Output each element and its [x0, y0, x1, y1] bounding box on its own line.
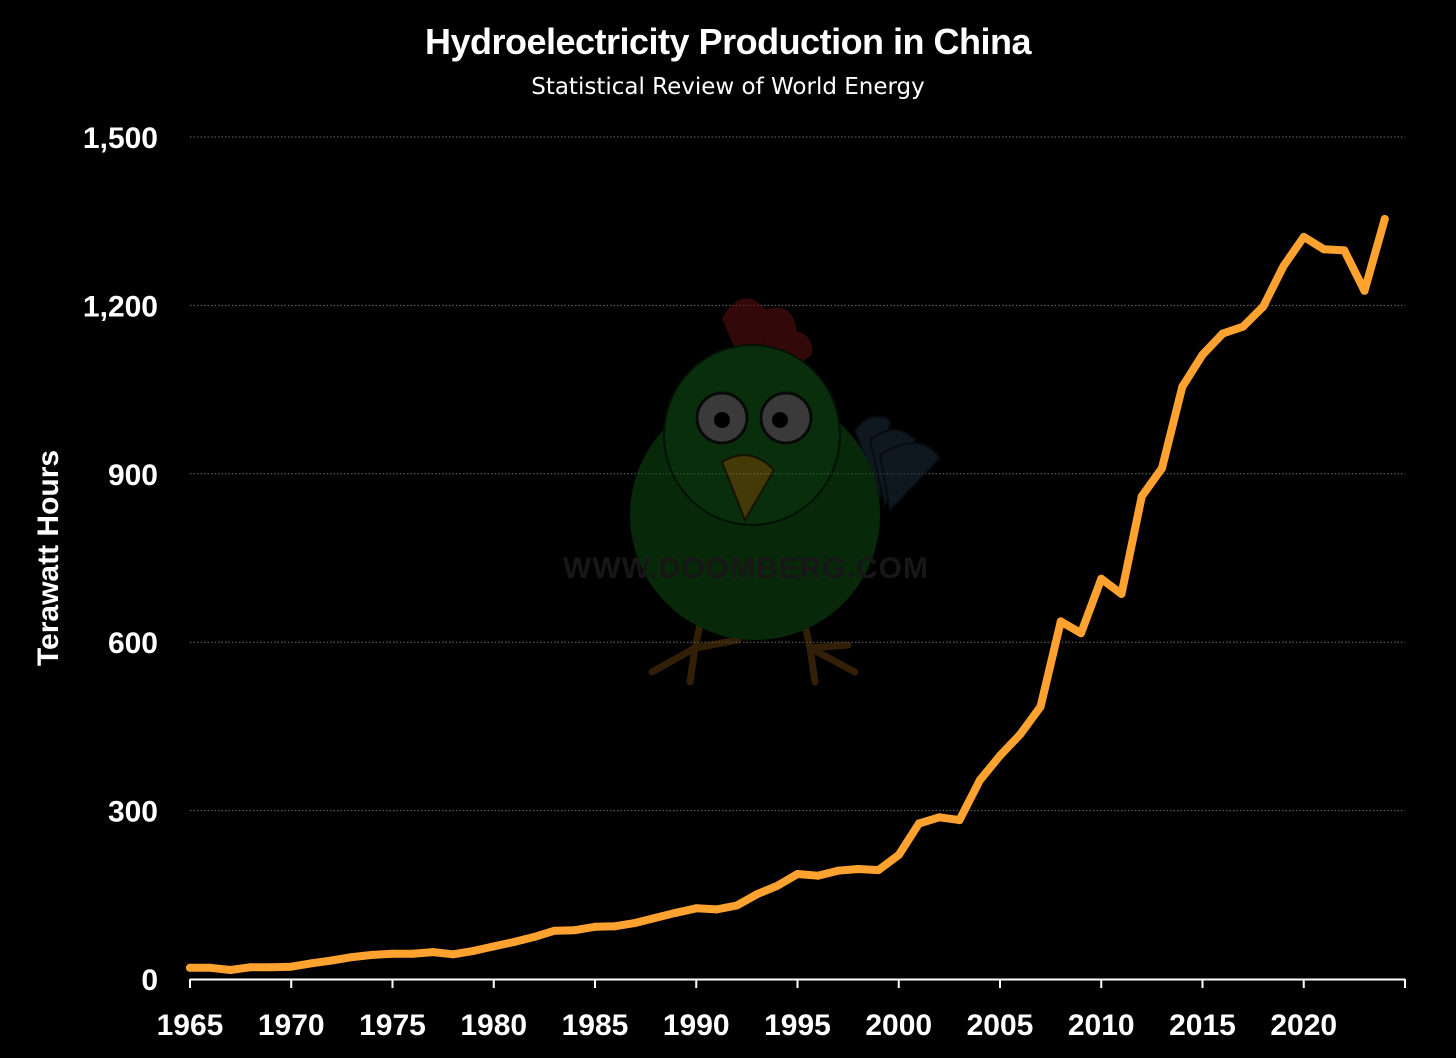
- data-point: [429, 948, 437, 957]
- x-tick-label: 2015: [1169, 1009, 1236, 1042]
- data-point: [510, 937, 518, 946]
- mascot-right-pupil-icon: [772, 412, 788, 428]
- watermark-text: WWW.DOOMBERG.COM: [563, 552, 929, 585]
- data-point: [1198, 350, 1207, 359]
- x-tick-label: 1995: [764, 1009, 831, 1042]
- data-point: [530, 932, 539, 941]
- data-point: [267, 963, 275, 972]
- data-point: [651, 913, 660, 922]
- x-tick-label: 1980: [460, 1009, 527, 1042]
- data-point: [813, 871, 822, 880]
- data-point: [327, 956, 336, 965]
- x-tick-label: 1975: [359, 1009, 426, 1042]
- data-point: [307, 959, 316, 968]
- data-point: [611, 922, 620, 931]
- data-point: [854, 864, 863, 873]
- mascot-left-pupil-icon: [714, 412, 730, 428]
- data-point: [1056, 617, 1065, 626]
- mascot-comb-icon: [722, 298, 770, 385]
- x-tick-label: 1990: [663, 1009, 730, 1042]
- y-tick-label: 1,500: [83, 122, 158, 155]
- gridlines: [190, 136, 1405, 812]
- mascot-feet-icon: [648, 621, 859, 686]
- data-point: [753, 890, 761, 899]
- data-point: [1117, 589, 1126, 598]
- x-axis: [189, 978, 1406, 988]
- data-point: [793, 870, 802, 879]
- x-tick-label: 1985: [562, 1009, 629, 1042]
- data-point: [692, 904, 701, 913]
- data-point: [1097, 574, 1106, 583]
- data-point: [874, 866, 883, 875]
- data-point: [1299, 232, 1308, 241]
- mascot-wing-icon: [853, 415, 942, 513]
- data-point: [1178, 382, 1187, 391]
- y-tick-label: 1,200: [83, 290, 158, 323]
- data-point: [368, 950, 377, 959]
- data-point: [1380, 214, 1389, 223]
- data-point: [1036, 702, 1045, 711]
- data-point: [631, 918, 640, 927]
- data-point: [469, 946, 478, 955]
- y-axis-ticks: 0 300 600 900 1,200 1,500: [83, 122, 158, 997]
- data-point: [408, 949, 417, 958]
- x-tick-label: 1965: [157, 1009, 224, 1042]
- chart-title: Hydroelectricity Production in China: [425, 21, 1033, 62]
- y-tick-label: 600: [108, 627, 158, 660]
- data-point: [955, 816, 964, 825]
- data-point: [1340, 246, 1349, 255]
- data-point: [449, 950, 458, 959]
- data-point: [1077, 629, 1085, 638]
- y-axis-label: Terawatt Hours: [32, 450, 65, 666]
- data-point: [773, 881, 782, 890]
- data-point: [1137, 492, 1146, 501]
- data-point: [186, 963, 194, 972]
- data-point: [1360, 286, 1369, 295]
- data-point: [1218, 329, 1227, 338]
- data-point: [550, 926, 559, 935]
- data-point: [732, 901, 741, 910]
- watermark: WWW.DOOMBERG.COM: [563, 298, 942, 686]
- data-point: [570, 926, 579, 935]
- x-tick-label: 1970: [258, 1009, 325, 1042]
- data-point: [935, 813, 944, 822]
- series-layer: [186, 214, 1389, 975]
- y-tick-label: 0: [141, 964, 158, 997]
- data-point: [915, 819, 923, 828]
- data-point: [672, 908, 680, 917]
- data-point: [1279, 262, 1288, 271]
- data-point: [1259, 302, 1268, 311]
- data-point: [246, 963, 255, 972]
- y-tick-label: 900: [108, 459, 158, 492]
- data-point: [1016, 730, 1025, 739]
- data-point: [489, 942, 498, 951]
- data-point: [1239, 322, 1247, 331]
- data-point: [348, 953, 356, 962]
- x-tick-label: 2000: [865, 1009, 932, 1042]
- data-point: [591, 922, 599, 931]
- data-point: [226, 966, 235, 975]
- y-tick-label: 300: [108, 796, 158, 829]
- x-axis-ticks: 1965 1970 1975 1980 1985 1990 1995 2000 2005 2010…: [157, 1009, 1338, 1042]
- data-point: [712, 905, 721, 914]
- data-point: [206, 963, 215, 972]
- data-point: [287, 962, 296, 971]
- data-point: [975, 776, 984, 785]
- x-tick-label: 2010: [1068, 1009, 1135, 1042]
- x-tick-label: 2005: [967, 1009, 1034, 1042]
- data-point: [1320, 245, 1328, 254]
- data-point: [388, 949, 397, 958]
- x-tick-label: 2020: [1270, 1009, 1337, 1042]
- data-point: [834, 866, 842, 875]
- mascot-head-icon: [663, 344, 841, 526]
- mascot-beak-icon: [720, 454, 776, 523]
- data-point: [894, 850, 903, 859]
- data-point: [996, 751, 1004, 760]
- data-point: [1158, 464, 1166, 473]
- chart-subtitle: Statistical Review of World Energy: [531, 74, 925, 100]
